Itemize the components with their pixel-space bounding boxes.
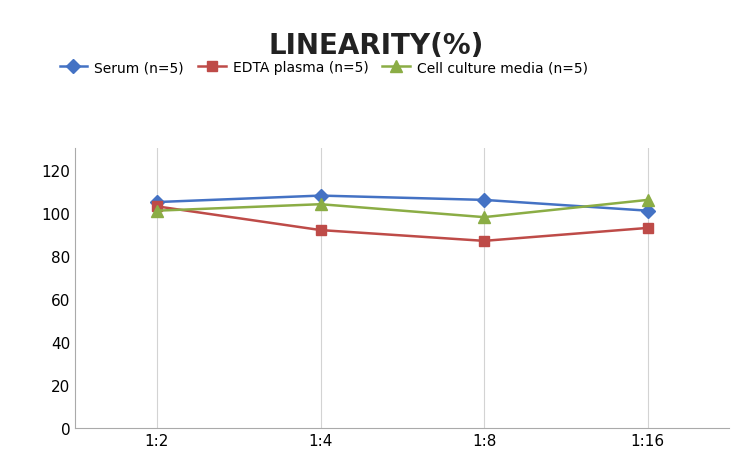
Serum (n=5) bbox=[643, 208, 652, 214]
Legend: Serum (n=5), EDTA plasma (n=5), Cell culture media (n=5): Serum (n=5), EDTA plasma (n=5), Cell cul… bbox=[59, 61, 588, 75]
Cell culture media (n=5) bbox=[643, 198, 652, 203]
EDTA plasma (n=5) bbox=[643, 226, 652, 231]
EDTA plasma (n=5) bbox=[480, 239, 489, 244]
Serum (n=5) bbox=[480, 198, 489, 203]
Serum (n=5) bbox=[153, 200, 162, 205]
Line: EDTA plasma (n=5): EDTA plasma (n=5) bbox=[152, 202, 653, 246]
Cell culture media (n=5) bbox=[153, 208, 162, 214]
EDTA plasma (n=5) bbox=[316, 228, 325, 233]
Line: Serum (n=5): Serum (n=5) bbox=[152, 191, 653, 216]
EDTA plasma (n=5) bbox=[153, 204, 162, 210]
Cell culture media (n=5) bbox=[480, 215, 489, 221]
Cell culture media (n=5) bbox=[316, 202, 325, 207]
Serum (n=5) bbox=[316, 193, 325, 199]
Text: LINEARITY(%): LINEARITY(%) bbox=[268, 32, 484, 60]
Line: Cell culture media (n=5): Cell culture media (n=5) bbox=[151, 195, 653, 223]
